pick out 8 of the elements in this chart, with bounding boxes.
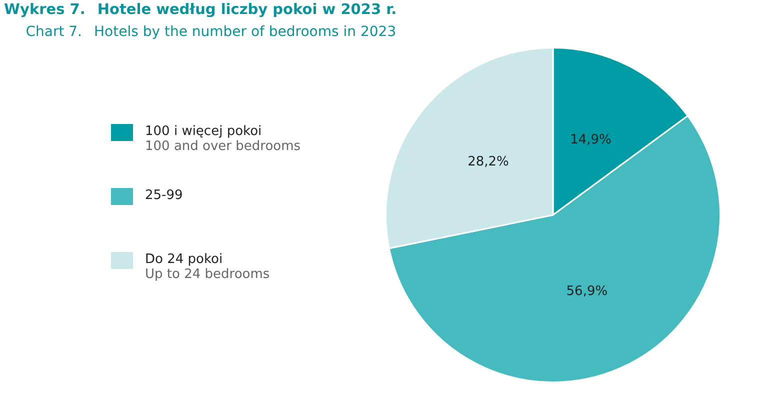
legend-label: 25-99 — [145, 188, 183, 203]
legend-label: Do 24 pokoi Up to 24 bedrooms — [145, 252, 270, 282]
chart-title: Wykres 7. Hotele według liczby pokoi w 2023 r. — [4, 2, 397, 18]
data-label: 56,9% — [566, 284, 608, 299]
data-label: 14,9% — [570, 132, 612, 148]
legend-label: 100 i więcej pokoi 100 and over bedrooms — [145, 124, 301, 154]
data-label: 28,2% — [468, 154, 509, 170]
chart-subtitle: Chart 7. Hotels by the number of bedrooms in 2023 — [24, 24, 396, 40]
